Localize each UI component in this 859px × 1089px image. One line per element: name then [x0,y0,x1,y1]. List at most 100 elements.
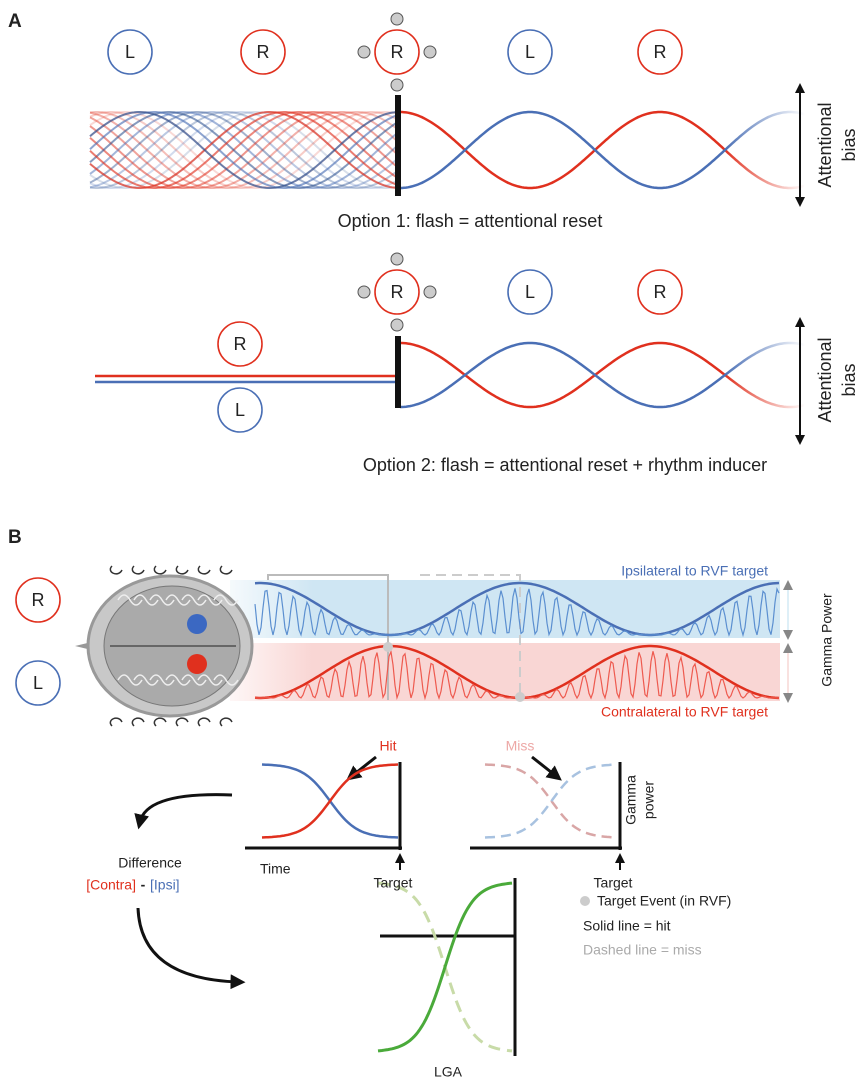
legend-text: Dashed line = miss [583,942,702,958]
red-wave [400,110,807,190]
axis-label: power [641,781,657,819]
coil [153,717,167,727]
gyrus [117,594,143,606]
coil [175,565,189,575]
hemifield-circle [507,29,553,75]
hemifield-circle [240,29,286,75]
blue-wave [400,341,807,409]
lga-hit [377,881,513,1053]
event-dot [383,642,393,652]
circle-label: L [125,42,135,62]
circle-label: L [235,400,245,420]
miss-label: Miss [506,738,535,754]
faded-wave [89,111,399,189]
axis-label: bias [839,363,859,396]
flash-dot [423,285,437,299]
panel-label: B [8,527,22,548]
coil [131,717,145,727]
gyrus [213,594,239,606]
ipsi-envelope [254,581,780,637]
target-label: Target [374,875,413,891]
coil [219,565,233,575]
circle-label: L [525,42,535,62]
circle-label: R [654,282,667,302]
gyrus [197,594,223,606]
coil [197,565,211,575]
band-label: Ipsilateral to RVF target [621,563,768,579]
blue-wave [400,110,807,190]
ipsi-oscillation [254,587,780,638]
coil [131,565,145,575]
panel-label: A [8,11,22,32]
band-label: Contralateral to RVF target [601,704,768,720]
difference-label: Difference [118,855,182,871]
flash-dot [390,318,404,332]
ipsi-band [230,580,780,638]
caption: Option 1: flash = attentional reset [338,211,603,231]
curve [484,763,618,839]
contra-label: [Contra] [86,877,136,893]
line [531,755,562,781]
hemifield-circle [507,269,553,315]
hemifield-circle [217,321,263,367]
gyrus [181,674,207,686]
coil [175,717,189,727]
faded-wave [89,111,399,189]
flash-dot [423,45,437,59]
faded-wave [89,111,399,189]
circle-label: R [391,42,404,62]
faded-wave [89,111,399,189]
circle-label: R [234,334,247,354]
gyrus [197,674,223,686]
gyrus [165,674,191,686]
circle-label: L [33,673,43,693]
axis-label: bias [839,128,859,161]
gyrus [165,594,191,606]
faded-wave [89,111,399,189]
hemifield-circle [107,29,153,75]
legend-dot [580,896,590,906]
circle-label: R [391,282,404,302]
axis-label: Gamma Power [819,593,835,687]
contra-band [230,643,780,701]
legend-text: Target Event (in RVF) [597,893,731,909]
gyrus [149,674,175,686]
ipsi-label: [Ipsi] [150,877,180,893]
flash-dot [357,45,371,59]
event-dot [515,692,525,702]
axis-label: Attentional [815,102,835,187]
electrode [187,614,207,634]
axis-label: Time [260,861,291,877]
faded-wave [89,111,399,189]
flash-dot [390,78,404,92]
faded-wave [89,111,399,189]
faded-wave [89,111,399,189]
gyrus [133,594,159,606]
faded-wave [89,111,399,189]
curve [261,763,399,839]
window [267,574,389,700]
hemifield-circle [637,269,683,315]
faded-wave [89,111,399,189]
circle-label: R [654,42,667,62]
flash-dot [390,252,404,266]
axis-label: Attentional [815,337,835,422]
circle-label: R [32,590,45,610]
gyrus [117,674,143,686]
electrode [187,654,207,674]
curve [484,763,618,839]
red-wave [400,341,807,409]
axis-label: Gamma [623,775,639,825]
coil [153,565,167,575]
flash-dot [357,285,371,299]
hemifield-circle [217,387,263,433]
coil [109,717,123,727]
hemifield-circle [374,29,420,75]
caption: Option 2: flash = attentional reset + rh… [363,455,767,475]
gyrus [133,674,159,686]
hit-label: Hit [379,738,396,754]
hemifield-circle [637,29,683,75]
circle-label: R [257,42,270,62]
hemifield-circle [374,269,420,315]
